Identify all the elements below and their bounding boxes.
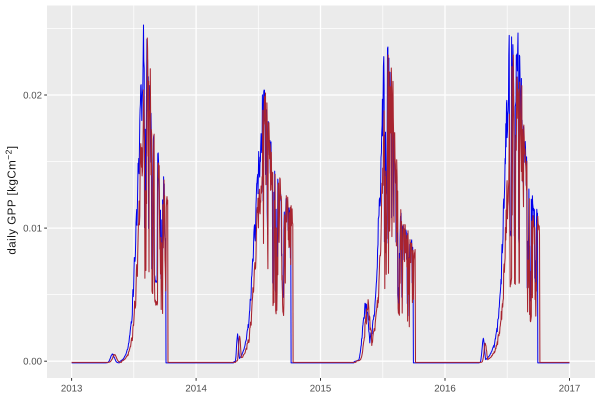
svg-text:2014: 2014	[185, 384, 207, 395]
svg-text:daily GPP [kgCm−2]: daily GPP [kgCm−2]	[4, 145, 19, 254]
svg-text:2016: 2016	[434, 384, 456, 395]
svg-text:0.02: 0.02	[23, 91, 42, 102]
svg-text:2015: 2015	[310, 384, 332, 395]
svg-text:0.00: 0.00	[23, 357, 42, 368]
svg-text:2017: 2017	[559, 384, 581, 395]
svg-text:0.01: 0.01	[23, 224, 42, 235]
svg-text:2013: 2013	[61, 384, 83, 395]
